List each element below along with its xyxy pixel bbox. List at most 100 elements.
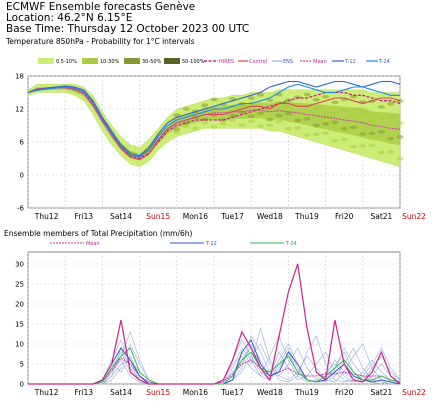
- precip-ytick-label: 10: [15, 341, 24, 349]
- temp-prob-blob: [322, 95, 330, 99]
- temp-prob-blob: [191, 126, 199, 131]
- temp-day-label-thu12: Thu12: [34, 212, 59, 221]
- temp-day-label-sat21: Sat21: [370, 212, 392, 221]
- precip-ytick-label: 30: [15, 261, 24, 269]
- legend-label-prob3: 30-50%: [142, 59, 162, 65]
- legend-swatch-prob4: [164, 58, 180, 64]
- temp-prob-blob: [396, 121, 404, 125]
- temp-prob-blob: [275, 119, 283, 124]
- legend-label-prob4: 50-100%: [182, 59, 205, 65]
- temp-prob-blob: [275, 107, 283, 111]
- temp-prob-blob: [368, 143, 376, 148]
- temp-ytick-label: 6: [20, 139, 25, 147]
- location-label: Location: 46.2°N 6.15°E: [6, 12, 133, 24]
- temp-prob-blob: [201, 120, 209, 125]
- temp-prob-blob: [350, 125, 357, 130]
- temp-prob-blob: [312, 106, 320, 111]
- temp-prob-blob: [303, 117, 311, 121]
- temp-prob-blob: [331, 138, 339, 143]
- temp-band-30-70: [28, 87, 400, 161]
- temp-prob-blob: [312, 123, 320, 128]
- legend-label-control: Control: [249, 59, 267, 65]
- temp-ytick-label: 0: [20, 172, 24, 180]
- temp-prob-blob: [257, 93, 264, 97]
- temp-prob-blob: [322, 112, 330, 117]
- temp-prob-blob: [387, 115, 395, 119]
- precip-day-labels: Thu12 Fri13 Sat14 Sun15 Mon16 Tue17 Wed18 Thu19…: [34, 388, 426, 397]
- temp-prob-blob: [387, 149, 395, 154]
- temp-prob-blob: [173, 130, 181, 135]
- legend-label-mean: Mean: [313, 59, 327, 65]
- temp-prob-blob: [377, 130, 385, 134]
- temp-prob-blob: [247, 96, 255, 100]
- precip-legend: Mean T-12 T-24: [50, 241, 297, 247]
- temp-prob-blob: [210, 113, 218, 117]
- temp-day-label-thu19: Thu19: [294, 212, 319, 221]
- temp-day-label-wed18: Wed18: [257, 212, 283, 221]
- temp-prob-blob: [331, 120, 339, 125]
- temp-prob-blob: [294, 126, 302, 130]
- temp-day-label-mon16: Mon16: [183, 212, 209, 221]
- legend-label-ens: ENS: [283, 59, 293, 65]
- temp-prob-blob: [359, 144, 367, 148]
- precip-day-label-sat21: Sat21: [370, 388, 392, 397]
- temp-prob-blob: [284, 105, 292, 109]
- temp-prob-blob: [173, 127, 181, 132]
- temp-prob-blob: [294, 118, 302, 123]
- temp-day-label-fri13: Fri13: [75, 212, 94, 221]
- temp-prob-blob: [377, 150, 385, 155]
- temp-day-label-sun22: Sun22: [402, 212, 426, 221]
- temperature-subtitle: Temperature 850hPa - Probability for 1°C…: [6, 37, 195, 46]
- temp-prob-blob: [201, 103, 209, 107]
- temp-prob-blob: [238, 123, 246, 127]
- precip-highlight-lines: [28, 263, 401, 385]
- precip-ytick-label: 5: [20, 361, 24, 369]
- temp-day-label-sun15: Sun15: [146, 212, 170, 221]
- temp-prob-blob: [303, 92, 311, 97]
- temp-prob-blob: [284, 98, 292, 102]
- temp-prob-blob: [350, 114, 357, 118]
- temp-prob-blob: [266, 117, 274, 122]
- precip-day-label-tue17: Tue17: [220, 388, 244, 397]
- temp-series-mean: [27, 87, 401, 159]
- precip-title: Ensemble members of Total Precipitation …: [4, 229, 193, 238]
- temp-ytick-label: 18: [15, 73, 24, 81]
- temp-prob-blob: [312, 98, 320, 102]
- temp-ytick-label: -6: [17, 205, 25, 213]
- temp-prob-blob: [210, 125, 218, 129]
- temp-prob-blob: [340, 108, 348, 112]
- temp-prob-blob: [340, 137, 348, 142]
- precip-grid: [27, 252, 401, 385]
- temp-prob-blob: [331, 100, 339, 105]
- precip-series-hires: [28, 263, 401, 385]
- temp-prob-blob: [266, 123, 274, 127]
- temperature-lines: [27, 80, 401, 161]
- temp-prob-blob: [368, 119, 376, 124]
- temp-prob-blob: [312, 132, 320, 136]
- legend-label-t24: T-24: [378, 59, 390, 65]
- legend-label-precip-t24: T-24: [285, 241, 297, 247]
- precip-y-ticks: 0 5 10 15 20 25 30: [15, 261, 24, 389]
- temperature-day-labels: Thu12 Fri13 Sat14 Sun15 Mon16 Tue17 Wed18 Thu19…: [34, 212, 426, 221]
- temp-prob-blob: [229, 113, 237, 118]
- precip-day-label-mon16: Mon16: [183, 388, 209, 397]
- temperature-legend: 0.5-10% 10-30% 30-50% 50-100% HIRES Cont…: [38, 58, 390, 65]
- temp-prob-blob: [322, 122, 330, 126]
- base-time-label: Base Time: Thursday 12 October 2023 00 U…: [6, 23, 250, 35]
- temp-prob-blob: [377, 117, 385, 122]
- precip-ytick-label: 20: [15, 301, 24, 309]
- temp-prob-blob: [284, 111, 292, 116]
- temp-prob-blob: [340, 127, 348, 131]
- temp-prob-blob: [247, 119, 255, 123]
- temp-prob-blob: [238, 110, 246, 115]
- temp-prob-blob: [322, 131, 330, 135]
- temp-prob-blob: [173, 113, 181, 117]
- temp-series-hires: [27, 86, 401, 160]
- precip-day-label-sun15: Sun15: [146, 388, 170, 397]
- temperature-y-ticks: -6 0 6 12 18: [15, 73, 24, 213]
- legend-label-t12: T-12: [344, 59, 356, 65]
- temp-prob-blob: [257, 111, 264, 115]
- legend-label-precip-mean: Mean: [86, 241, 100, 247]
- temp-prob-blob: [210, 97, 218, 102]
